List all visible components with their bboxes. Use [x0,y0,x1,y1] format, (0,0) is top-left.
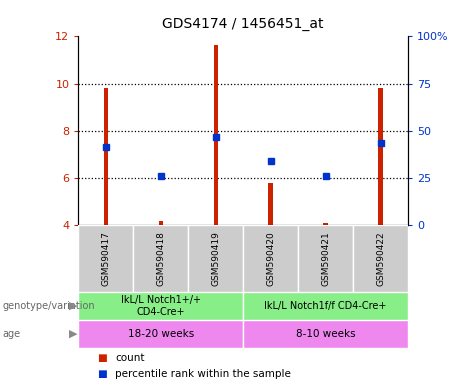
Bar [159,222,163,225]
Bar [78,320,243,348]
Bar [78,292,243,320]
Text: GSM590420: GSM590420 [266,231,275,286]
Text: 18-20 weeks: 18-20 weeks [128,329,194,339]
Bar [133,225,188,292]
Bar [188,225,243,292]
Bar [378,88,383,225]
Title: GDS4174 / 1456451_at: GDS4174 / 1456451_at [162,17,324,31]
Bar [323,223,328,225]
Bar [268,183,273,225]
Text: 8-10 weeks: 8-10 weeks [296,329,355,339]
Text: ▶: ▶ [69,329,77,339]
Bar [243,320,408,348]
Text: count: count [115,353,145,363]
Text: IkL/L Notch1+/+
CD4-Cre+: IkL/L Notch1+/+ CD4-Cre+ [121,295,201,317]
Text: GSM590418: GSM590418 [156,231,165,286]
Text: percentile rank within the sample: percentile rank within the sample [115,369,291,379]
Bar [243,225,298,292]
Bar [78,225,133,292]
Text: IkL/L Notch1f/f CD4-Cre+: IkL/L Notch1f/f CD4-Cre+ [265,301,387,311]
Bar [104,88,108,225]
Text: ■: ■ [97,369,106,379]
Bar [243,292,408,320]
Text: ▶: ▶ [69,301,77,311]
Bar [298,225,353,292]
Text: GSM590421: GSM590421 [321,231,330,286]
Bar [353,225,408,292]
Text: ■: ■ [97,353,106,363]
Text: GSM590417: GSM590417 [101,231,110,286]
Text: genotype/variation: genotype/variation [2,301,95,311]
Text: GSM590419: GSM590419 [211,231,220,286]
Bar [213,45,218,225]
Text: GSM590422: GSM590422 [376,231,385,286]
Text: age: age [2,329,20,339]
